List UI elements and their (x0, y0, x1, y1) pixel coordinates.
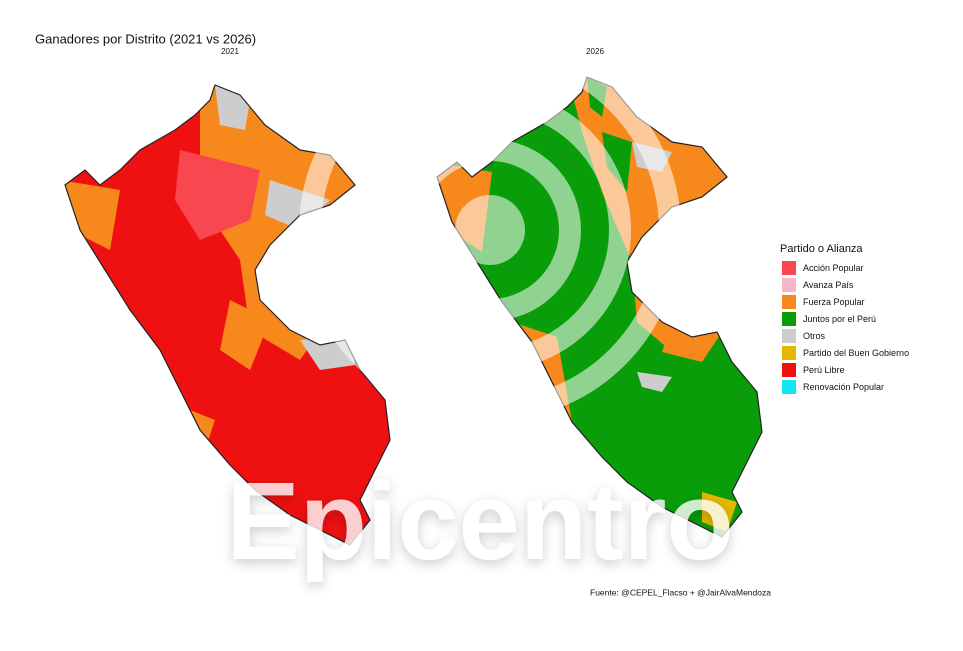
legend-swatch (782, 363, 796, 377)
legend-swatch (782, 278, 796, 292)
source-note: Fuente: @CEPEL_Flacso + @JairAlvaMendoza (590, 587, 771, 597)
legend-swatch (782, 312, 796, 326)
region (602, 132, 632, 192)
legend-swatch (782, 380, 796, 394)
region (220, 300, 270, 370)
panel-label: 2026 (586, 47, 604, 56)
legend-label: Otros (803, 331, 826, 341)
watermark-text: Epicentro (226, 460, 733, 583)
legend-label: Juntos por el Perú (803, 314, 876, 324)
panel-label: 2021 (221, 47, 239, 56)
legend-swatch (782, 261, 796, 275)
legend-label: Acción Popular (803, 263, 864, 273)
legend-swatch (782, 346, 796, 360)
region (702, 492, 737, 532)
watermark (299, 39, 681, 421)
legend-label: Perú Libre (803, 365, 845, 375)
map-title: Ganadores por Distrito (2021 vs 2026) (35, 31, 256, 46)
region (175, 150, 260, 240)
legend-swatch (782, 329, 796, 343)
legend-label: Fuerza Popular (803, 297, 865, 307)
region (265, 180, 330, 230)
legend-label: Renovación Popular (803, 382, 884, 392)
region (637, 372, 672, 392)
region (65, 180, 120, 250)
legend-label: Partido del Buen Gobierno (803, 348, 909, 358)
legend-title: Partido o Alianza (780, 243, 863, 255)
legend-swatch (782, 295, 796, 309)
legend-label: Avanza País (803, 280, 854, 290)
legend: Partido o Alianza Acción Popular Avanza P… (780, 243, 909, 394)
